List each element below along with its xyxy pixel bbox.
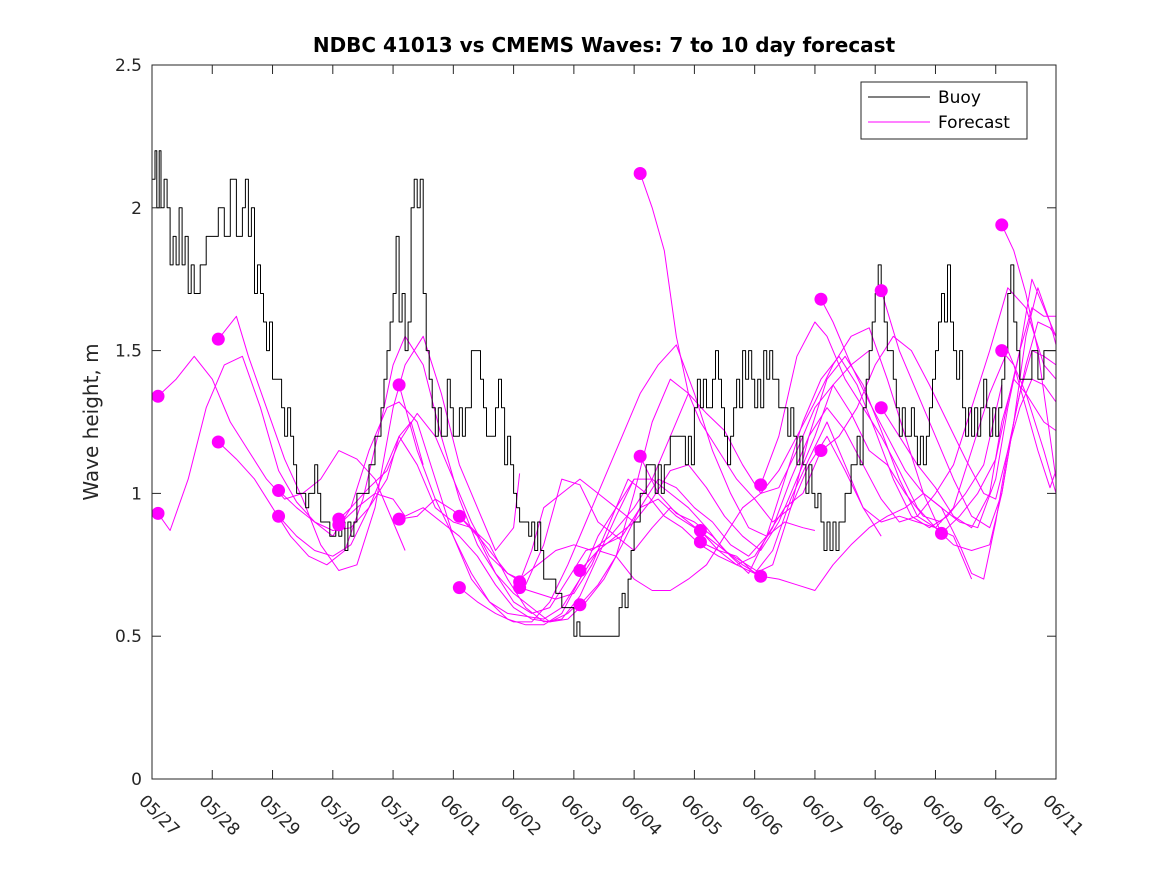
forecast-start-marker-18: [693, 524, 707, 538]
forecast-start-marker-16: [633, 167, 647, 181]
forecast-start-marker-10: [452, 509, 466, 523]
forecast-series-line-23: [820, 278, 1057, 529]
forecast-series-line-27: [941, 307, 1056, 534]
forecast-start-marker-14: [573, 564, 587, 578]
y-axis-label: Wave height, m: [79, 343, 103, 500]
forecast-start-marker-1: [151, 389, 165, 403]
forecast-start-marker-23: [814, 444, 828, 458]
forecast-start-marker-19: [693, 535, 707, 549]
forecast-series-line-9: [398, 384, 761, 626]
forecast-start-marker-15: [573, 598, 587, 612]
forecast-start-marker-22: [814, 292, 828, 306]
forecast-start-marker-2: [211, 332, 225, 346]
forecast-start-marker-20: [754, 478, 768, 492]
marker-layer: [151, 167, 1009, 612]
legend-forecast-label: Forecast: [938, 113, 1010, 133]
forecast-series-line-25: [880, 287, 1057, 529]
forecast-start-marker-13: [513, 581, 527, 595]
forecast-start-marker-17: [633, 449, 647, 463]
forecast-start-marker-28: [995, 344, 1009, 358]
forecast-series-line-21: [760, 321, 1057, 551]
chart-title: NDBC 41013 vs CMEMS Waves: 7 to 10 day f…: [313, 33, 896, 57]
y-tick-label-0: 0: [131, 770, 142, 790]
forecast-start-marker-0: [151, 506, 165, 520]
buoy-series-line: [152, 150, 1056, 637]
forecast-series-line-26: [880, 378, 1057, 529]
y-tick-label-1: 0.5: [115, 627, 142, 647]
legend-buoy-label: Buoy: [938, 88, 981, 108]
legend: Buoy Forecast: [860, 81, 1028, 140]
forecast-series-line-28: [1001, 224, 1057, 480]
legend-box: [860, 81, 1028, 140]
forecast-start-marker-24: [874, 284, 888, 298]
forecast-series-line-19: [700, 287, 1057, 566]
y-tick-label-4: 2: [131, 199, 142, 219]
forecast-series-line-1: [157, 355, 424, 531]
forecast-start-marker-4: [272, 484, 286, 498]
forecast-start-marker-3: [211, 435, 225, 449]
forecast-series-line-16: [579, 327, 942, 606]
forecast-start-marker-25: [874, 401, 888, 415]
forecast-start-marker-11: [452, 581, 466, 595]
forecast-series-line-3: [217, 315, 521, 571]
plot-frame: [151, 64, 1057, 780]
forecast-start-marker-27: [995, 218, 1009, 232]
forecast-start-marker-26: [934, 526, 948, 540]
forecast-start-marker-8: [392, 378, 406, 392]
forecast-series-line-12: [459, 344, 816, 623]
y-tick-label-3: 1.5: [115, 342, 142, 362]
forecast-start-marker-7: [332, 518, 346, 532]
y-tick-label-5: 2.5: [115, 56, 142, 76]
forecast-start-marker-5: [272, 509, 286, 523]
series-layer: [152, 150, 1057, 637]
forecast-start-marker-21: [754, 569, 768, 583]
y-tick-label-2: 1: [131, 484, 142, 504]
forecast-series-line-29: [1001, 350, 1057, 489]
forecast-series-line-8: [338, 492, 695, 623]
forecast-start-marker-9: [392, 512, 406, 526]
